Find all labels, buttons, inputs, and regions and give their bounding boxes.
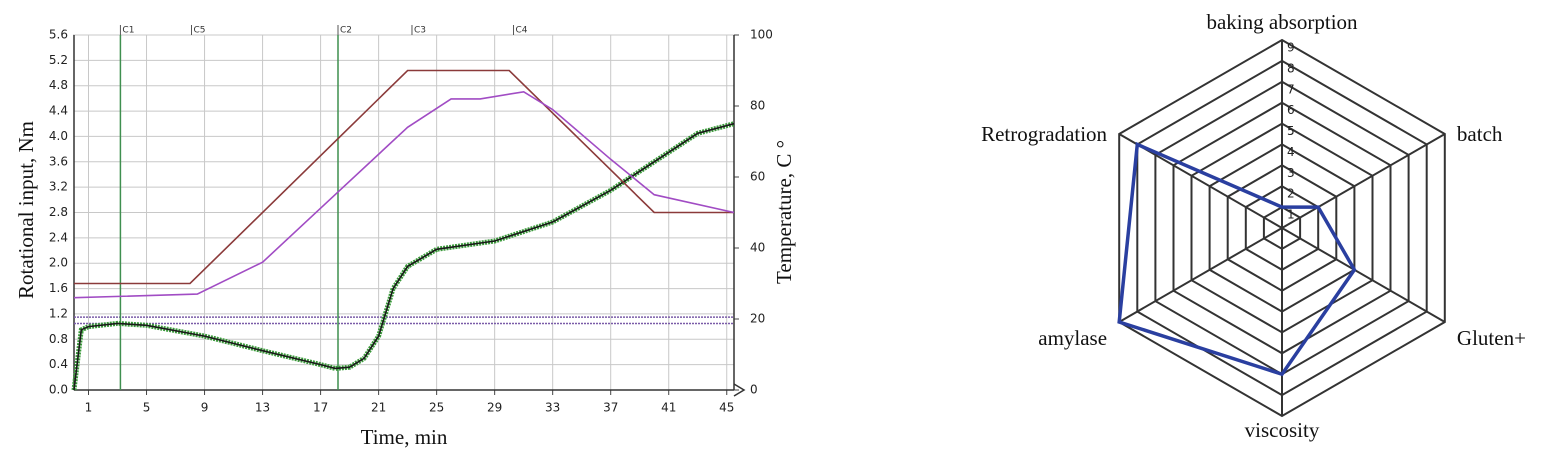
radar-spoke xyxy=(1281,133,1446,229)
x-tick-label: 37 xyxy=(603,401,618,415)
radar-spoke xyxy=(1118,227,1283,323)
radar-line xyxy=(1117,141,1357,377)
category-label: baking absorption xyxy=(1206,10,1358,34)
y-tick-label: 2.8 xyxy=(49,205,68,219)
y-tick-label: 4.8 xyxy=(49,78,68,92)
y-tick-label: 0.4 xyxy=(49,357,68,371)
x-tick-label: 41 xyxy=(661,401,676,415)
category-label: Gluten+ xyxy=(1457,326,1526,350)
y-tick-label: 3.2 xyxy=(49,180,68,194)
y-tick-label: 2.0 xyxy=(49,256,68,270)
category-label: viscosity xyxy=(1245,418,1320,442)
r-tick-label: 6 xyxy=(1287,103,1295,117)
y-tick-label: 0.0 xyxy=(49,383,68,397)
r-tick-label: 8 xyxy=(1287,61,1295,75)
y2-tick-label: 80 xyxy=(750,99,765,113)
r-tick-label: 7 xyxy=(1287,82,1295,96)
r-tick-label: 3 xyxy=(1287,166,1295,180)
y-tick-label: 4.0 xyxy=(49,129,68,143)
y-axis-label: Rotational input, Nm xyxy=(14,121,38,299)
x-axis-label: Time, min xyxy=(361,425,448,449)
x-tick-label: 33 xyxy=(545,401,560,415)
marker-label: C1 xyxy=(122,26,134,36)
axis-arrow xyxy=(733,383,746,397)
x-tick-label: 5 xyxy=(143,401,151,415)
y2-tick-label: 60 xyxy=(750,170,765,184)
marker-label: C2 xyxy=(340,26,352,36)
x-tick-label: 21 xyxy=(371,401,386,415)
x-tick-label: 45 xyxy=(719,401,734,415)
r-tick-label: 2 xyxy=(1287,187,1295,201)
y-tick-label: 3.6 xyxy=(49,154,68,168)
r-tick-label: 1 xyxy=(1287,208,1295,222)
marker-label: C5 xyxy=(193,26,205,36)
y2-tick-label: 0 xyxy=(750,383,758,397)
series-line xyxy=(73,90,735,299)
x-tick-label: 17 xyxy=(313,401,328,415)
y2-tick-label: 20 xyxy=(750,312,765,326)
category-label: amylase xyxy=(1038,326,1107,350)
r-tick-label: 4 xyxy=(1287,145,1295,159)
y2-tick-label: 40 xyxy=(750,241,765,255)
category-label: Retrogradation xyxy=(981,122,1107,146)
y-tick-label: 5.6 xyxy=(49,28,68,42)
marker-label: C3 xyxy=(414,26,426,36)
y-tick-label: 4.4 xyxy=(49,104,68,118)
y2-tick-label: 100 xyxy=(750,28,773,42)
x-tick-label: 1 xyxy=(85,401,93,415)
x-tick-label: 9 xyxy=(201,401,209,415)
r-tick-label: 5 xyxy=(1287,124,1295,138)
series-line xyxy=(74,69,734,285)
radar-spoke xyxy=(1281,227,1446,323)
y-tick-label: 1.2 xyxy=(49,306,68,320)
series-line xyxy=(73,122,735,391)
y-tick-label: 1.6 xyxy=(49,281,68,295)
x-tick-label: 25 xyxy=(429,401,444,415)
y-tick-label: 5.2 xyxy=(49,53,68,67)
r-tick-label: 9 xyxy=(1287,41,1295,55)
x-tick-label: 13 xyxy=(255,401,270,415)
y2-axis-label: Temperature, C ° xyxy=(772,140,796,284)
y-tick-label: 0.8 xyxy=(49,332,68,346)
x-tick-label: 29 xyxy=(487,401,502,415)
category-label: batch xyxy=(1457,122,1503,146)
marker-label: C4 xyxy=(516,26,528,36)
y-tick-label: 2.4 xyxy=(49,230,68,244)
